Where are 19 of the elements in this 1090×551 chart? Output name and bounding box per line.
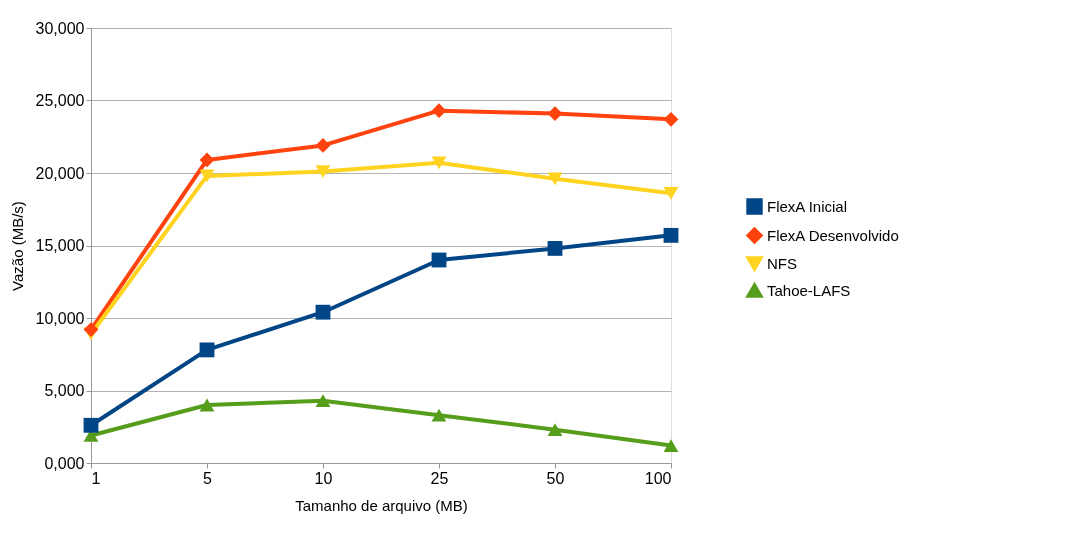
x-tick-label: 5 bbox=[203, 469, 213, 487]
legend-label: FlexA Inicial bbox=[767, 197, 848, 215]
y-tick-label: 15,000 bbox=[35, 237, 85, 254]
y-tick-label: 25,000 bbox=[35, 92, 85, 109]
legend-label: NFS bbox=[767, 254, 797, 272]
x-tick-label: 1 bbox=[91, 469, 101, 487]
y-tick-label: 20,000 bbox=[35, 164, 85, 182]
legend-label: FlexA Desenvolvido bbox=[767, 226, 899, 244]
y-tick-label: 10,000 bbox=[35, 309, 85, 327]
x-tick-label: 10 bbox=[314, 469, 333, 487]
y-tick-label: 5,000 bbox=[44, 382, 85, 399]
y-tick-label: 30,000 bbox=[35, 19, 85, 37]
x-axis-title: Tamanho de arquivo (MB) bbox=[295, 496, 468, 514]
y-axis-title: Vazão (MB/s) bbox=[8, 201, 26, 291]
x-tick-label: 25 bbox=[430, 469, 449, 487]
x-tick-label: 100 bbox=[644, 469, 672, 487]
y-tick-label: 0,000 bbox=[44, 454, 85, 472]
x-tick-label: 50 bbox=[546, 469, 565, 487]
legend-label: Tahoe-LAFS bbox=[767, 281, 851, 299]
